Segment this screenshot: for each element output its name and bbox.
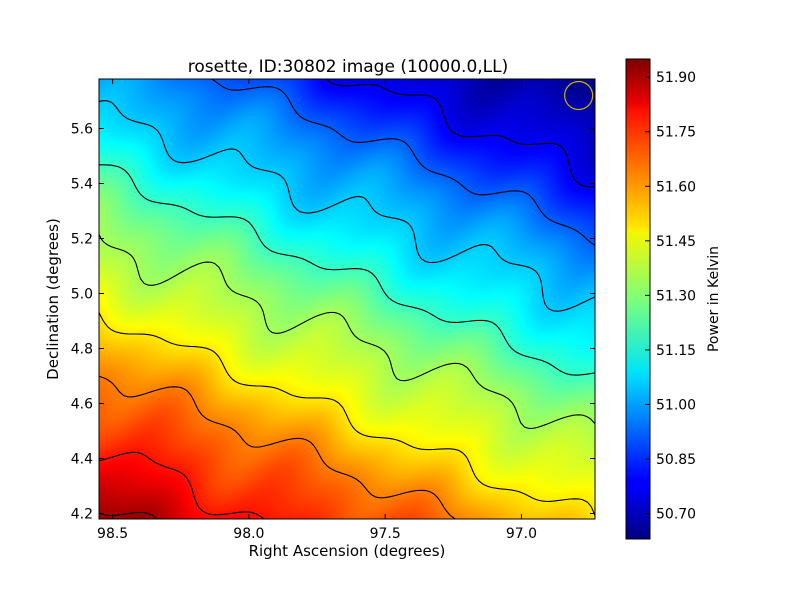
x-tick-label: 98.5 (97, 526, 128, 542)
y-tick-label: 5.2 (71, 232, 93, 248)
contour-line (99, 164, 595, 376)
x-tick-label: 98.0 (233, 526, 264, 542)
contour-line (99, 312, 595, 517)
y-tick-label: 4.4 (71, 452, 93, 468)
y-tick-label: 4.2 (71, 507, 93, 523)
y-axis-label: Declination (degrees) (44, 218, 62, 380)
y-tick-label: 5.0 (71, 287, 93, 303)
colorbar-label: Power in Kelvin (706, 246, 722, 352)
heatmap-canvas (99, 79, 595, 519)
heatmap-container (99, 79, 595, 519)
colorbar-tick-label: 50.70 (656, 507, 696, 523)
colorbar-tick-label: 51.30 (656, 288, 696, 304)
y-tick-label: 4.8 (71, 342, 93, 358)
colorbar-tick-label: 51.90 (656, 70, 696, 86)
colorbar (625, 58, 651, 540)
contour-line (99, 100, 595, 312)
y-tick-label: 4.6 (71, 397, 93, 413)
beam-circle-marker (564, 80, 594, 111)
colorbar-tick-label: 50.85 (656, 452, 696, 468)
contour-line (99, 451, 265, 519)
colorbar-tick-label: 51.00 (656, 397, 696, 413)
contour-line (99, 375, 456, 519)
chart-title: rosette, ID:30802 image (10000.0,LL) (188, 57, 509, 77)
x-axis-label: Right Ascension (degrees) (249, 542, 446, 560)
x-tick-label: 97.0 (506, 526, 537, 542)
y-tick-label: 5.6 (71, 122, 93, 138)
contour-line (211, 79, 595, 246)
colorbar-tick-label: 51.60 (656, 179, 696, 195)
colorbar-ticks: 50.70 50.85 51.00 51.15 51.30 51.45 51.60 51.75… (645, 70, 696, 523)
x-axis-ticks: 98.5 98.0 97.5 97.0 (97, 79, 537, 542)
contour-lines (99, 79, 595, 519)
y-axis-ticks: 4.2 4.4 4.6 4.8 5.0 5.2 5.4 5.6 (71, 122, 595, 523)
colorbar-tick-label: 51.15 (656, 343, 696, 359)
plot-frame (98, 78, 596, 520)
y-tick-label: 5.4 (71, 177, 93, 193)
colorbar-tick-label: 51.45 (656, 234, 696, 250)
x-tick-label: 97.5 (370, 526, 401, 542)
colorbar-tick-label: 51.75 (656, 125, 696, 141)
